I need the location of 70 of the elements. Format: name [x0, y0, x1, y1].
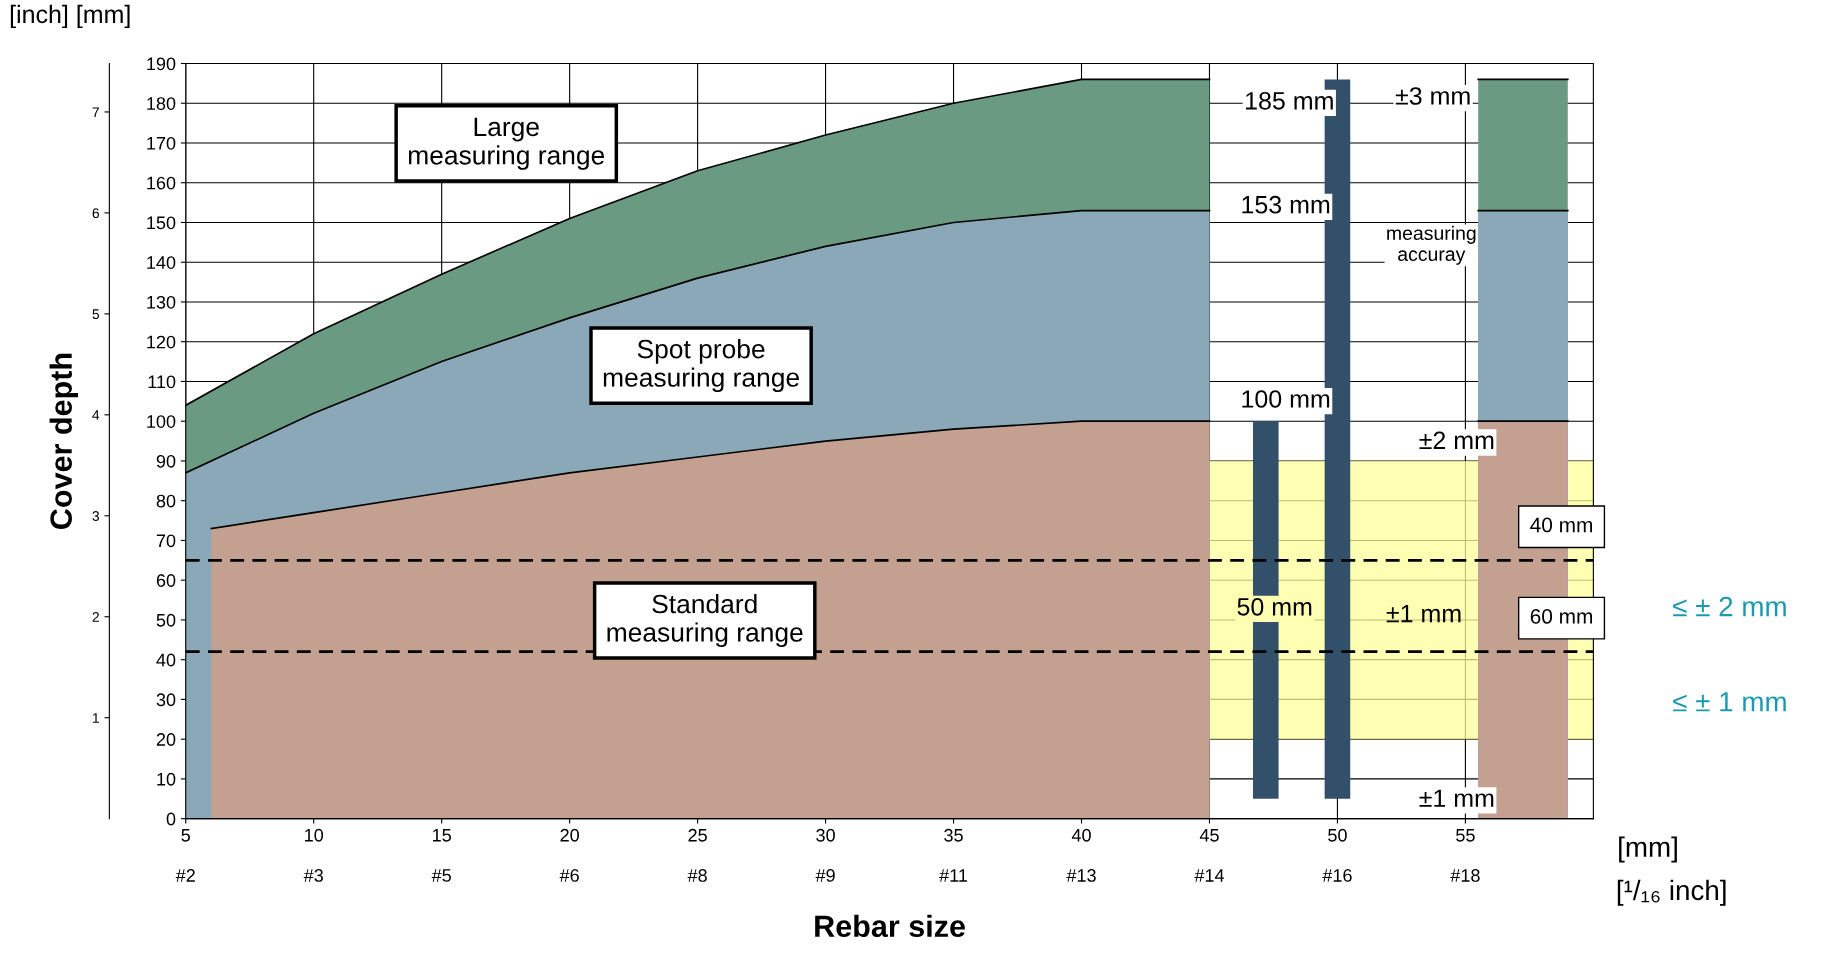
y-tick-label: 100	[147, 415, 176, 428]
y2-tick-label: 5	[92, 309, 100, 320]
y2-tick-label: 6	[92, 208, 100, 219]
text: #5	[431, 869, 451, 882]
annotation: ±3 mm	[1395, 87, 1470, 105]
x-tick-label: 40	[1071, 828, 1091, 842]
y-tick-label: 180	[147, 97, 176, 110]
annotation: Standard measuring range	[607, 593, 803, 647]
x-tick-label: 20	[560, 828, 579, 842]
text: #9	[815, 869, 835, 882]
annotation: 185 mm	[1246, 91, 1333, 110]
y-tick-label: 90	[156, 454, 176, 468]
x-tick-label: 55	[1456, 829, 1475, 842]
y-tick-label: 10	[157, 772, 176, 786]
text: #11	[939, 869, 968, 882]
x-tick-label: 50	[1328, 828, 1347, 842]
ref-line-label: 40 mm	[1530, 517, 1593, 533]
annotation: ±1 mm	[1386, 604, 1461, 623]
text: ≤ ± 2 mm	[1673, 596, 1786, 617]
y-tick-label: 140	[147, 256, 176, 269]
y-tick-label: 70	[156, 534, 176, 548]
y2-tick-label: 4	[92, 410, 100, 420]
annotation: 50 mm	[1237, 597, 1312, 616]
y-tick-label: 0	[166, 812, 176, 826]
y2-tick-label: 7	[92, 107, 99, 117]
x-tick-label: 35	[944, 828, 963, 842]
y-tick-label: 20	[156, 733, 176, 746]
annotation: Large measuring range	[408, 117, 605, 170]
y2-tick-label: 3	[92, 511, 100, 521]
y-tick-label: 80	[156, 494, 176, 508]
text: [inch] [mm]	[10, 4, 130, 29]
y2-axis-title: Cover depth	[49, 353, 79, 529]
text: #6	[559, 869, 579, 882]
annotation: 100 mm	[1242, 390, 1330, 408]
y-tick-label: 120	[147, 335, 176, 349]
y-tick-label: 50	[156, 613, 176, 627]
text: #16	[1322, 869, 1352, 882]
x-tick-label: 5	[181, 829, 191, 842]
y-tick-label: 40	[156, 653, 176, 667]
text: #3	[303, 869, 323, 882]
annotation: ±1 mm	[1419, 789, 1494, 807]
x-tick-label: 10	[305, 828, 324, 842]
annotation: Spot probe measuring range	[603, 339, 799, 393]
y2-tick-label: 2	[92, 612, 99, 622]
text: [¹/₁₆ inch]	[1617, 879, 1726, 906]
ref-line-label: 60 mm	[1530, 609, 1593, 624]
text: [mm]	[1619, 836, 1677, 863]
x-axis-title: Rebar size	[815, 914, 965, 938]
annotation: 153 mm	[1242, 195, 1330, 214]
x-tick-label: 30	[816, 828, 835, 842]
x-tick-label: 15	[433, 829, 451, 842]
text: #14	[1194, 869, 1225, 882]
x-tick-label: 25	[688, 828, 707, 842]
text: #18	[1450, 869, 1480, 882]
text: #8	[687, 869, 707, 882]
text: #2	[175, 869, 195, 882]
annotation: measuring accuray	[1387, 225, 1476, 265]
y2-tick-label: 1	[92, 713, 99, 723]
y-tick-label: 130	[147, 295, 176, 309]
annotation: ±2 mm	[1419, 431, 1494, 449]
y-tick-label: 170	[147, 136, 176, 150]
y-tick-label: 60	[156, 574, 176, 587]
x-tick-label: 45	[1199, 829, 1219, 842]
y-tick-label: 190	[147, 57, 176, 71]
y-tick-label: 150	[147, 216, 176, 230]
y-tick-label: 160	[147, 176, 176, 190]
y-tick-label: 30	[156, 693, 176, 707]
y-tick-label: 110	[148, 375, 176, 389]
text: #13	[1066, 869, 1096, 882]
text: ≤ ± 1 mm	[1673, 692, 1786, 712]
